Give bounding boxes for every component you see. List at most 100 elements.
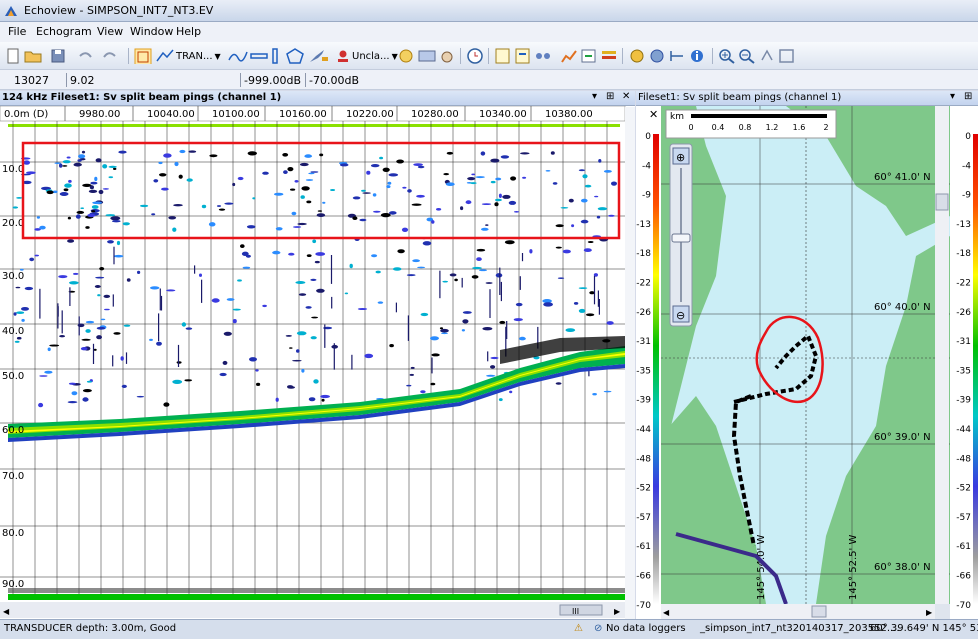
horizontal-scrollbar[interactable] (0, 602, 625, 618)
fish-target (92, 201, 102, 205)
info-icon[interactable] (688, 48, 706, 64)
menu-view[interactable]: View (97, 25, 124, 38)
fish-target (519, 336, 526, 341)
logger-status: No data loggers (606, 623, 686, 634)
fish-target (95, 276, 105, 279)
fish-target (252, 197, 256, 200)
echogram-window[interactable]: 124 kHz Fileset1: Sv split beam pings (c… (0, 91, 635, 619)
dataflow-icon[interactable] (534, 48, 552, 64)
echogram-view[interactable]: 0.0m (D) 9980.00 10040.00 10100.00 10160.00… (0, 106, 635, 619)
depth-label: 60.0 (2, 425, 24, 436)
zoom-previous-icon[interactable] (758, 48, 776, 64)
scroll-left-icon[interactable]: ◀ (3, 607, 10, 616)
colorbar-tick-label: -13 (636, 220, 651, 230)
zoom-slider-thumb[interactable] (671, 233, 691, 243)
fish-target (552, 182, 558, 185)
horizontal-line-icon[interactable] (250, 48, 268, 64)
clock-icon[interactable] (466, 48, 484, 64)
map-zoom-out-button[interactable] (672, 305, 690, 323)
layers-icon[interactable] (600, 48, 618, 64)
menu-file[interactable]: File (8, 25, 27, 38)
undo-icon[interactable] (76, 48, 98, 64)
status-bar: TRANSDUCER depth: 3.00m, Good ⚠ ⊘ No dat… (0, 619, 978, 639)
scrollbar-thumb[interactable] (559, 604, 603, 616)
transect-dropdown[interactable]: TRAN... ▼ (176, 50, 221, 62)
dropdown-icon[interactable]: ▾ (592, 91, 598, 102)
zoom-out-icon[interactable] (738, 48, 756, 64)
menu-help[interactable]: Help (176, 25, 202, 38)
properties-icon[interactable] (494, 48, 512, 64)
fish-target (188, 150, 197, 153)
calibration-icon[interactable] (628, 48, 646, 64)
colorbar-close-icon[interactable]: ✕ (649, 108, 658, 121)
map-horizontal-scrollbar[interactable] (661, 604, 935, 619)
menu-echogram[interactable]: Echogram (36, 25, 92, 38)
map-title-bar: Fileset1: Sv split beam pings (channel 1… (636, 91, 978, 106)
fish-target (406, 274, 416, 277)
fish-target (29, 257, 35, 262)
second-colorbar-tick-label: -35 (956, 366, 971, 376)
fish-target (312, 239, 317, 244)
brush-tool-icon[interactable] (308, 48, 330, 64)
fish-target (12, 206, 19, 209)
map-window[interactable]: Fileset1: Sv split beam pings (channel 1… (636, 91, 978, 619)
fish-target (82, 183, 92, 187)
threshold-icon[interactable] (668, 48, 686, 64)
menu-window[interactable]: Window (130, 25, 174, 38)
zoom-extent-icon[interactable] (778, 48, 796, 64)
echogram-title-bar: 124 kHz Fileset1: Sv split beam pings (c… (0, 91, 635, 106)
map-scrollbar-thumb[interactable] (935, 193, 949, 211)
export-icon[interactable] (580, 48, 598, 64)
fish-target (296, 349, 300, 353)
polygon-tool-icon[interactable] (286, 48, 304, 64)
fish-target (426, 217, 434, 222)
map-canvas[interactable]: 60° 41.0' N 60° 40.0' N 60° 39.0' N 60° … (661, 106, 950, 605)
region-class-dropdown[interactable]: Uncla... ▼ (336, 48, 398, 64)
fish-target (294, 180, 299, 183)
fish-target (237, 279, 242, 282)
fish-target-column (112, 355, 114, 367)
second-colorbar-tick-label: -26 (956, 308, 971, 318)
warning-icon[interactable]: ⚠ (574, 623, 583, 634)
zoom-in-icon[interactable] (718, 48, 736, 64)
select-tool-icon[interactable] (134, 48, 152, 64)
pan-hand-icon[interactable] (438, 48, 456, 64)
fish-target (16, 197, 23, 199)
detect-schools-icon[interactable] (398, 48, 416, 64)
fish-target (308, 172, 315, 175)
fish-target-column (39, 288, 41, 319)
pin-icon[interactable]: ⊞ (964, 91, 973, 102)
open-folder-icon[interactable] (24, 48, 46, 64)
line-pick-icon[interactable] (418, 48, 436, 64)
second-colorbar-tick-label: -66 (956, 572, 971, 582)
fish-target-column (407, 315, 409, 341)
fish-target (490, 158, 500, 163)
scroll-left-icon[interactable]: ◀ (663, 608, 670, 617)
pin-icon[interactable]: ⊞ (606, 91, 615, 102)
vertical-line-icon[interactable] (270, 48, 280, 64)
graph-icon[interactable] (560, 48, 578, 64)
dropdown-icon[interactable]: ▾ (950, 91, 956, 102)
map-hscroll-thumb[interactable] (811, 605, 827, 618)
fish-target (407, 189, 412, 193)
new-file-icon[interactable] (6, 48, 20, 64)
map-zoom-in-button[interactable] (672, 147, 690, 165)
region-class-icon (338, 50, 348, 62)
polyline-tool-icon[interactable] (156, 48, 174, 64)
fish-target (174, 161, 179, 167)
redo-icon[interactable] (100, 48, 122, 64)
fish-target (39, 375, 48, 377)
variable-properties-icon[interactable] (514, 48, 532, 64)
save-icon[interactable] (50, 48, 72, 64)
scroll-right-icon[interactable]: ▶ (926, 608, 933, 617)
scroll-right-icon[interactable]: ▶ (614, 607, 621, 616)
fish-target-column (439, 270, 441, 299)
fish-target (47, 347, 51, 352)
fish-target (69, 281, 79, 285)
map-vertical-scrollbar[interactable] (935, 106, 949, 604)
freehand-line-icon[interactable] (228, 48, 248, 64)
map-view[interactable]: ✕ 0 -4 -9 -13 -18 -22 -26 -31 -35 -39 -44 -48 -52 -57… (636, 106, 978, 619)
fish-target (78, 154, 86, 159)
sync-icon[interactable] (648, 48, 666, 64)
close-icon[interactable]: ✕ (622, 91, 631, 102)
